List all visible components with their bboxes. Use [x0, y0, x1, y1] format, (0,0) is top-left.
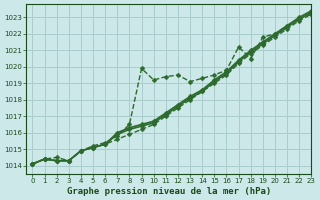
- X-axis label: Graphe pression niveau de la mer (hPa): Graphe pression niveau de la mer (hPa): [67, 187, 271, 196]
